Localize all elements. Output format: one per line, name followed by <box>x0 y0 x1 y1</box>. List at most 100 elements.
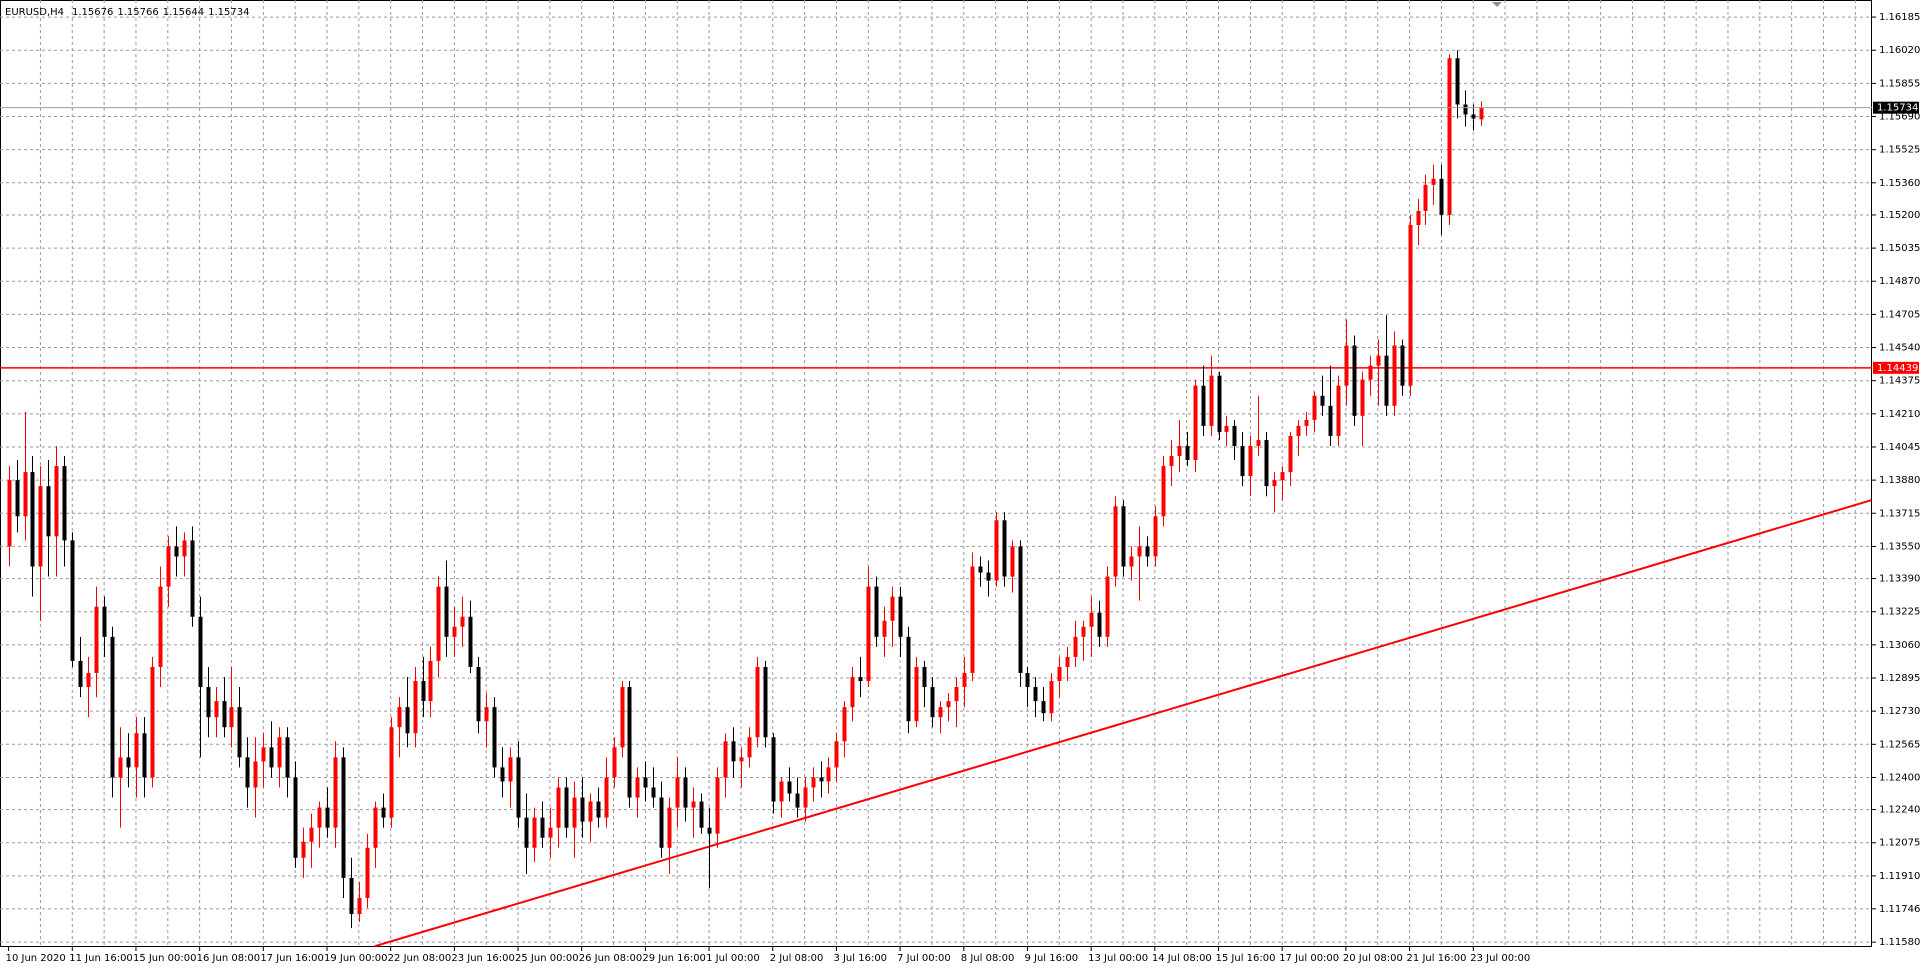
candle-body <box>237 707 242 758</box>
y-tick-label: 1.12730 <box>1879 706 1920 717</box>
candle-body <box>476 666 481 722</box>
candle-body <box>707 827 712 834</box>
candle-body <box>675 777 680 808</box>
candle-body <box>150 666 155 778</box>
candle-body <box>572 797 577 828</box>
candle-body <box>914 666 919 722</box>
x-tick-label: 11 Jun 16:00 <box>69 953 133 964</box>
y-tick-label: 1.12565 <box>1879 739 1920 750</box>
y-tick-label: 1.12400 <box>1879 772 1920 783</box>
candle-body <box>365 847 370 898</box>
candle-body <box>86 672 91 688</box>
candle-body <box>452 626 457 637</box>
candle-body <box>484 707 489 722</box>
y-tick-label: 1.16020 <box>1879 45 1920 56</box>
candle-body <box>540 817 545 838</box>
candle-body <box>627 687 632 798</box>
candle-body <box>1336 385 1341 436</box>
candle-body <box>548 827 553 838</box>
candle-body <box>1010 546 1015 577</box>
x-tick-label: 17 Jun 16:00 <box>260 953 324 964</box>
candle-body <box>699 801 704 828</box>
candle-body <box>1320 395 1325 406</box>
y-tick-label: 1.13550 <box>1879 541 1920 552</box>
x-tick-label: 7 Jul 00:00 <box>897 953 951 964</box>
y-tick-label: 1.12895 <box>1879 673 1920 684</box>
y-tick-label: 1.13715 <box>1879 508 1920 519</box>
candle-body <box>946 701 951 708</box>
price-label: 1.15734 <box>1877 103 1918 114</box>
candle-body <box>938 707 943 718</box>
candle-body <box>779 781 784 802</box>
candle-body <box>405 707 410 734</box>
candle-body <box>1073 636 1078 657</box>
candle-body <box>206 687 211 718</box>
candle-body <box>198 616 203 688</box>
candle-body <box>1463 104 1468 115</box>
candle-body <box>1217 375 1222 432</box>
candle-body <box>1455 58 1460 105</box>
candle-body <box>1376 355 1381 366</box>
candle-body <box>803 787 808 808</box>
y-tick-label: 1.11746 <box>1879 904 1920 915</box>
candle-body <box>978 566 983 573</box>
price-label-bg <box>1873 101 1919 114</box>
candle-body <box>532 817 537 848</box>
candle-body <box>1033 687 1038 702</box>
candle-body <box>1185 445 1190 461</box>
candle-body <box>62 466 67 541</box>
y-tick-label: 1.15525 <box>1879 145 1920 156</box>
x-tick-label: 20 Jul 08:00 <box>1343 953 1403 964</box>
y-tick-label: 1.15200 <box>1879 210 1920 221</box>
y-tick-label: 1.13060 <box>1879 640 1920 651</box>
candle-body <box>94 606 99 673</box>
x-tick-label: 29 Jun 16:00 <box>642 953 706 964</box>
candle-body <box>834 741 839 768</box>
candle-body <box>1264 439 1269 487</box>
candle-body <box>643 777 648 788</box>
candle-body <box>492 707 497 768</box>
candle-body <box>78 660 83 688</box>
candle-body <box>397 707 402 728</box>
candle-body <box>468 616 473 667</box>
candle-body <box>1169 456 1174 467</box>
candle-body <box>1272 480 1277 487</box>
y-tick-label: 1.12075 <box>1879 838 1920 849</box>
candle-body <box>389 727 394 818</box>
chart-header: EURUSD,H4 1.15676 1.15766 1.15644 1.15734 <box>5 7 249 18</box>
trend-line <box>374 499 1872 948</box>
candle-body <box>1296 425 1301 436</box>
candle-body <box>285 737 290 778</box>
candle-body <box>683 777 688 808</box>
candle-body <box>954 687 959 702</box>
candle-body <box>1471 114 1476 119</box>
candle-body <box>23 472 28 517</box>
candle-body <box>763 666 768 738</box>
y-tick-label: 1.15035 <box>1879 243 1920 254</box>
candle-body <box>1002 520 1007 577</box>
candle-body <box>739 757 744 762</box>
candle-body <box>524 817 529 848</box>
candle-body <box>229 707 234 728</box>
candle-body <box>309 827 314 842</box>
candle-body <box>755 666 760 738</box>
candle-body <box>771 737 776 802</box>
candle-body <box>1423 184 1428 211</box>
x-tick-label: 9 Jul 16:00 <box>1024 953 1078 964</box>
candle-body <box>1065 656 1070 667</box>
x-tick-label: 14 Jul 08:00 <box>1152 953 1212 964</box>
y-tick-label: 1.13390 <box>1879 574 1920 585</box>
x-tick-label: 22 Jun 08:00 <box>388 953 452 964</box>
candle-body <box>1288 435 1293 473</box>
x-tick-label: 15 Jun 00:00 <box>133 953 197 964</box>
candle-body <box>317 807 322 828</box>
candle-body <box>994 520 999 581</box>
candle-body <box>620 687 625 748</box>
candle-body <box>1312 395 1317 420</box>
y-tick-label: 1.11910 <box>1879 871 1920 882</box>
candle-body <box>1431 178 1436 185</box>
header-value: 1.15644 <box>163 7 204 18</box>
candle-body <box>373 807 378 848</box>
y-tick-label: 1.14540 <box>1879 343 1920 354</box>
y-tick-label: 1.14705 <box>1879 309 1920 320</box>
